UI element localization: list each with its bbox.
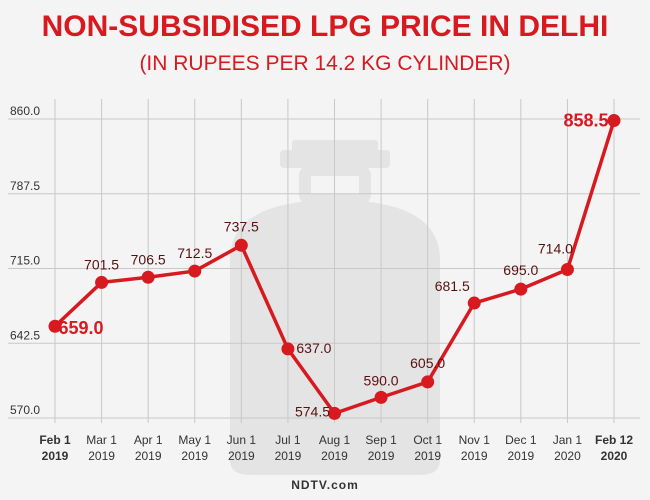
x-tick-label: Apr 1 (134, 433, 163, 447)
data-point (95, 275, 109, 289)
x-tick-label: Jun 1 (227, 433, 257, 447)
x-tick-label: Jan 1 (553, 433, 583, 447)
y-tick-label: 715.0 (10, 254, 40, 268)
data-label: 695.0 (503, 262, 538, 278)
data-label: 858.5 (563, 111, 608, 131)
x-tick-label: Nov 1 (459, 433, 491, 447)
x-tick-year-label: 2019 (321, 449, 348, 463)
x-tick-label: Oct 1 (413, 433, 442, 447)
footer-brand: NDTV.com (291, 478, 359, 492)
data-point (467, 296, 481, 310)
data-label: 574.5 (295, 403, 330, 419)
data-label: 706.5 (131, 251, 166, 267)
x-tick-year-label: 2019 (181, 449, 208, 463)
data-point (374, 390, 388, 404)
y-tick-label: 642.5 (10, 328, 40, 342)
data-point (48, 319, 62, 333)
data-label: 681.5 (435, 278, 470, 294)
x-tick-year-label: 2019 (368, 449, 395, 463)
data-label: 714.0 (538, 241, 573, 257)
x-tick-year-label: 2019 (88, 449, 115, 463)
x-tick-year-label: 2019 (461, 449, 488, 463)
data-point (141, 270, 155, 284)
data-point (234, 238, 248, 252)
data-point (281, 342, 295, 356)
chart-title: NON-SUBSIDISED LPG PRICE IN DELHI (41, 10, 609, 43)
x-tick-label: Sep 1 (365, 433, 397, 447)
x-tick-year-label: 2019 (228, 449, 255, 463)
x-tick-year-label: 2019 (414, 449, 441, 463)
x-tick-year-label: 2020 (601, 449, 628, 463)
x-tick-label: Dec 1 (505, 433, 537, 447)
x-tick-year-label: 2019 (135, 449, 162, 463)
x-tick-year-label: 2019 (42, 449, 69, 463)
data-point (328, 406, 341, 420)
data-label: 659.0 (58, 318, 103, 338)
x-tick-year-label: 2020 (554, 449, 581, 463)
data-label: 712.5 (177, 245, 212, 261)
data-point (188, 264, 202, 278)
x-tick-year-label: 2019 (507, 449, 534, 463)
x-tick-label: Feb 12 (595, 433, 633, 447)
y-tick-label: 860.0 (10, 104, 40, 118)
data-label: 737.5 (224, 218, 259, 234)
x-tick-year-label: 2019 (275, 449, 302, 463)
data-label: 605.0 (410, 355, 445, 371)
data-point (607, 114, 621, 128)
x-tick-label: Mar 1 (86, 433, 117, 447)
x-tick-label: Aug 1 (319, 433, 351, 447)
x-tick-label: Jul 1 (275, 433, 301, 447)
data-point (560, 263, 574, 277)
source-footer: NDTV.com (0, 478, 650, 492)
y-tick-label: 787.5 (10, 179, 40, 193)
data-label: 637.0 (296, 340, 331, 356)
data-label: 590.0 (364, 372, 399, 388)
data-label: 701.5 (84, 256, 119, 272)
chart-subtitle: (IN RUPEES PER 14.2 KG CYLINDER) (139, 52, 511, 75)
x-tick-label: May 1 (178, 433, 211, 447)
data-point (421, 375, 435, 389)
y-tick-label: 570.0 (10, 403, 40, 417)
x-tick-label: Feb 1 (39, 433, 71, 447)
data-point (514, 282, 528, 296)
